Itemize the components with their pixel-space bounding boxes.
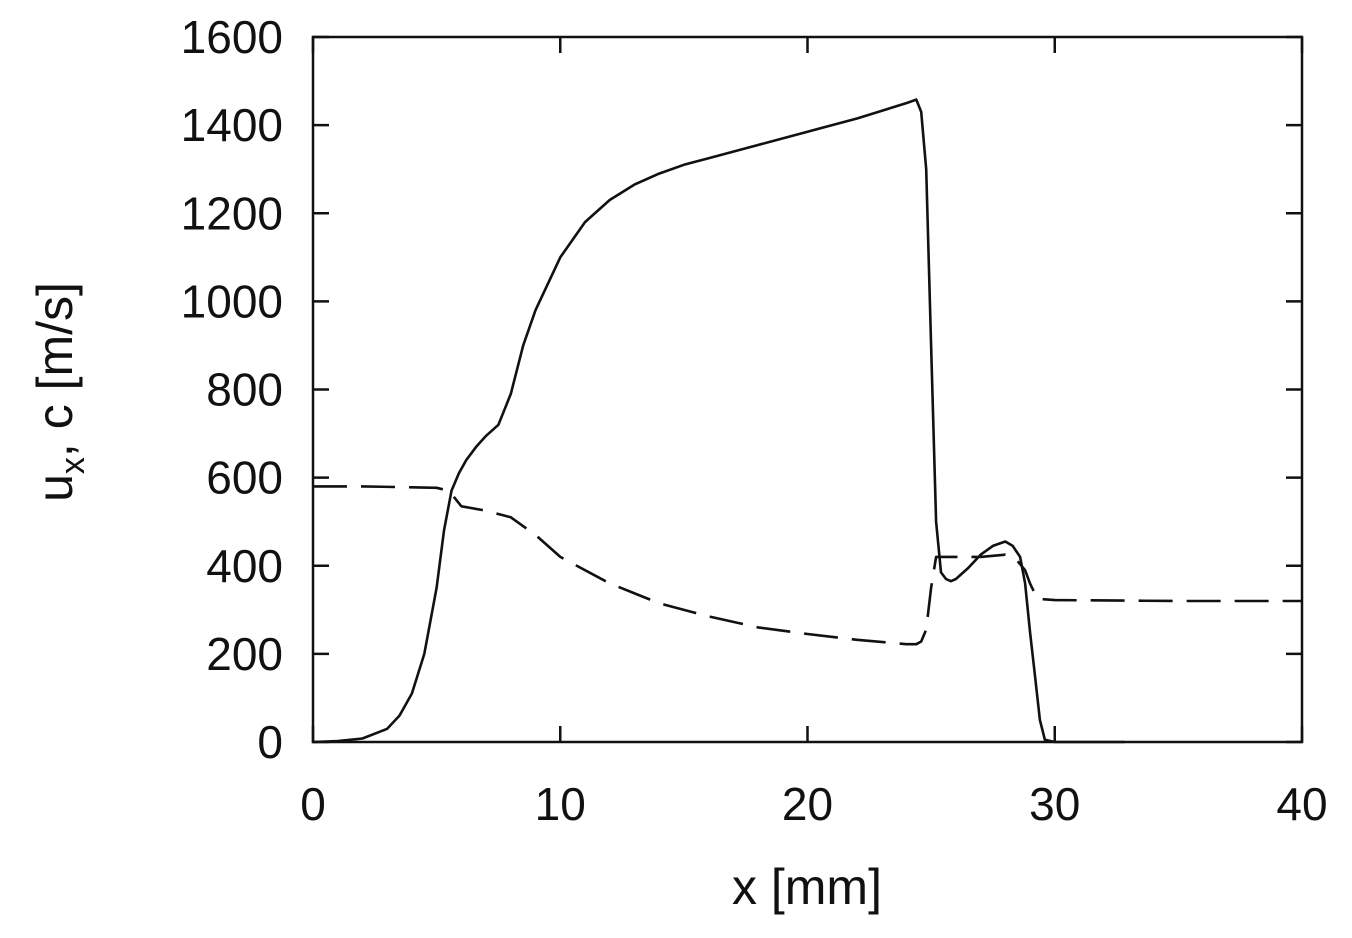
x-axis-label: x [mm]: [732, 859, 882, 915]
y-tick-label: 800: [206, 364, 283, 416]
plot-frame: [311, 35, 1304, 744]
y-tick-label: 1000: [181, 275, 283, 327]
series-line-solid: [311, 98, 1126, 744]
x-tick-label: 40: [1276, 778, 1327, 830]
y-tick-label: 200: [206, 628, 283, 680]
x-tick-label: 10: [535, 778, 586, 830]
y-tick-label: 1600: [181, 11, 283, 63]
x-tick-label: 30: [1029, 778, 1080, 830]
y-axis-label: ux, c [m/s]: [27, 282, 92, 502]
x-tick-label: 20: [782, 778, 833, 830]
series-layer: [311, 98, 1302, 744]
y-axis-label-rest: , c [m/s]: [27, 282, 83, 457]
x-tick-label: 0: [300, 778, 326, 830]
y-tick-label: 400: [206, 540, 283, 592]
y-axis-label-main: u: [27, 474, 83, 502]
y-tick-label: 0: [257, 716, 283, 768]
y-tick-label: 1400: [181, 99, 283, 151]
series-line-dashed: [313, 485, 1302, 646]
y-axis-label-subscript: x: [54, 457, 92, 474]
y-tick-label: 600: [206, 452, 283, 504]
y-tick-label: 1200: [181, 187, 283, 239]
